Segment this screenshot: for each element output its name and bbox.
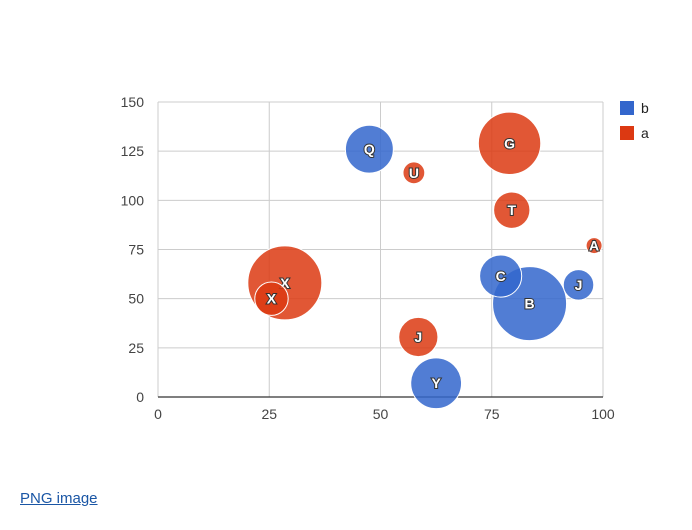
bubble: [585, 237, 603, 255]
y-tick-label: 0: [136, 389, 144, 405]
bubble-label: U: [409, 165, 419, 181]
x-tick-label: 100: [591, 406, 615, 422]
bubble-label: Y: [431, 375, 441, 391]
bubble-label: Q: [364, 141, 375, 157]
bubble-label: C: [496, 268, 506, 284]
bubble-label: J: [575, 277, 583, 293]
bubble-label: A: [589, 238, 599, 254]
bubble: [477, 111, 542, 176]
y-tick-label: 25: [128, 340, 144, 356]
png-image-link[interactable]: PNG image: [20, 490, 98, 507]
x-tick-label: 25: [261, 406, 277, 422]
y-tick-label: 125: [121, 143, 145, 159]
bubble-label: J: [414, 329, 422, 345]
legend-swatch: [620, 101, 634, 115]
bubble: [493, 191, 531, 229]
bubble: [398, 316, 439, 358]
x-tick-label: 50: [373, 406, 389, 422]
bubble: [410, 357, 463, 410]
y-tick-label: 100: [121, 192, 145, 208]
bubble-label: G: [504, 135, 515, 151]
y-tick-label: 50: [128, 291, 144, 307]
legend-label: a: [641, 125, 649, 141]
legend-label: b: [641, 100, 649, 116]
x-tick-label: 75: [484, 406, 500, 422]
bubble-label: B: [525, 296, 535, 312]
x-tick-label: 0: [154, 406, 162, 422]
bubble: [562, 269, 595, 301]
bubble: [402, 161, 426, 185]
bubble: [254, 281, 289, 316]
y-tick-label: 150: [121, 94, 145, 110]
chart-axes: 0 25 50 75 100 0 25 50 75 100 125 150: [121, 94, 615, 422]
bubble-label: X: [267, 291, 277, 307]
bubble: [479, 254, 523, 298]
bubble-label: T: [507, 202, 516, 218]
chart-legend: ba: [620, 100, 649, 141]
y-tick-label: 75: [128, 242, 144, 258]
legend-swatch: [620, 126, 634, 140]
bubble: [344, 124, 394, 174]
